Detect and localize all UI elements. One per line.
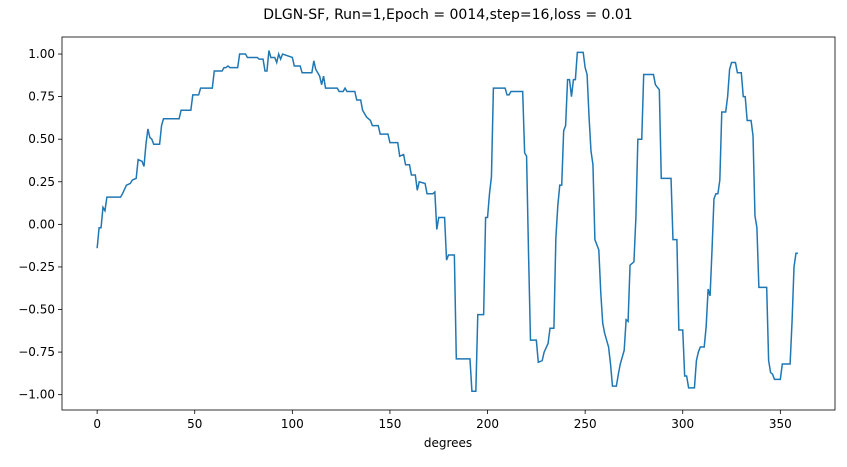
y-tick-label: −0.75 (18, 345, 55, 359)
x-axis-label: degrees (424, 436, 472, 450)
y-tick-label: 1.00 (28, 47, 55, 61)
x-tick-label: 50 (187, 417, 202, 431)
chart-title: DLGN-SF, Run=1,Epoch = 0014,step=16,loss… (263, 7, 632, 23)
plot-frame (61, 36, 836, 411)
y-tick-label: 0.50 (28, 132, 55, 146)
x-tick-label: 100 (281, 417, 304, 431)
y-tick-label: −0.25 (18, 260, 55, 274)
x-tick-label: 150 (378, 417, 401, 431)
data-line (96, 50, 798, 393)
y-tick-label: 0.00 (28, 217, 55, 231)
x-tick-label: 250 (574, 417, 597, 431)
x-tick-label: 300 (671, 417, 694, 431)
x-tick-label: 200 (476, 417, 499, 431)
y-tick-label: 0.75 (28, 90, 55, 104)
x-tick-label: 350 (769, 417, 792, 431)
y-tick-label: 0.25 (28, 175, 55, 189)
y-tick-label: −1.00 (18, 388, 55, 402)
y-tick-label: −0.50 (18, 303, 55, 317)
x-tick-label: 0 (93, 417, 101, 431)
